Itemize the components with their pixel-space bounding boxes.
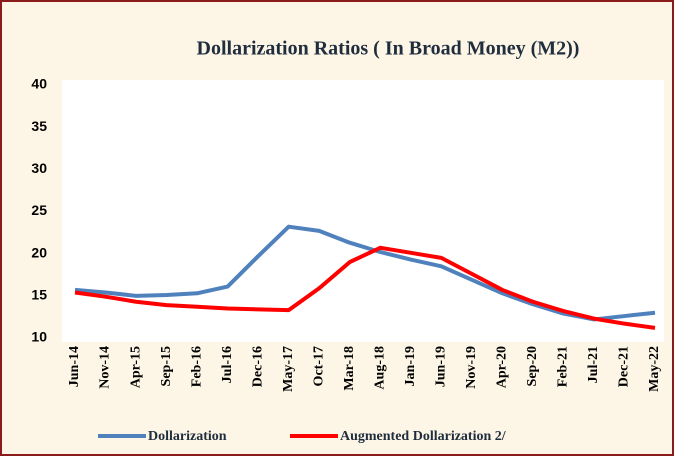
legend-label: Augmented Dollarization 2/ xyxy=(340,429,507,444)
x-tick-label: Jan-19 xyxy=(403,346,418,386)
x-tick-label: Feb-16 xyxy=(189,346,204,387)
x-tick-label: Sep-20 xyxy=(525,346,540,386)
y-tick-label: 15 xyxy=(31,287,47,303)
x-tick-label: Apr-20 xyxy=(495,346,510,388)
x-tick-label: Dec-16 xyxy=(250,346,265,387)
x-tick-label: Oct-17 xyxy=(311,346,326,386)
x-tick-label: May-22 xyxy=(647,346,662,392)
y-tick-label: 10 xyxy=(31,329,47,345)
plot-area xyxy=(62,80,664,342)
x-tick-label: Jun-14 xyxy=(67,346,82,387)
x-tick-label: Feb-21 xyxy=(556,346,571,387)
x-tick-label: Jun-19 xyxy=(434,346,449,387)
y-tick-label: 20 xyxy=(31,244,47,260)
x-tick-label: Aug-18 xyxy=(372,346,387,390)
legend-label: Dollarization xyxy=(148,429,227,444)
x-tick-label: Jul-16 xyxy=(220,346,235,383)
x-tick-label: Nov-14 xyxy=(98,346,113,389)
x-tick-label: Dec-21 xyxy=(617,346,632,387)
y-tick-label: 25 xyxy=(31,202,47,218)
x-tick-label: Jul-21 xyxy=(586,346,601,383)
series-line xyxy=(74,224,656,322)
y-tick-label: 30 xyxy=(31,160,47,176)
y-tick-label: 40 xyxy=(31,76,47,92)
x-tick-label: Nov-19 xyxy=(464,346,479,389)
series-line xyxy=(74,245,656,330)
x-tick-label: Apr-15 xyxy=(128,346,143,388)
chart-title: Dollarization Ratios ( In Broad Money (M… xyxy=(197,38,580,60)
x-tick-label: Mar-18 xyxy=(342,346,357,391)
x-tick-label: Sep-15 xyxy=(159,346,174,386)
y-tick-label: 35 xyxy=(31,118,47,134)
x-tick-label: May-17 xyxy=(281,346,296,392)
